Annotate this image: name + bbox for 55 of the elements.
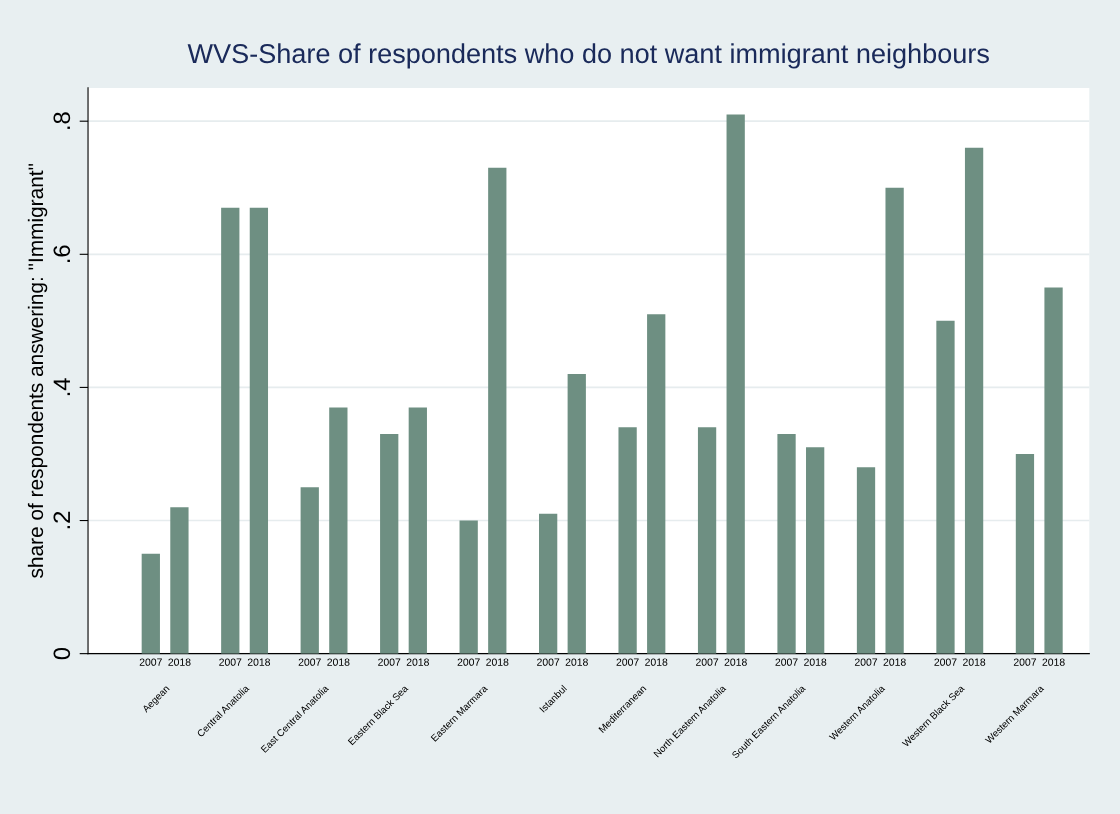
y-axis-title: share of respondents answering: "Immigrant" <box>27 163 48 578</box>
bar <box>806 447 825 654</box>
bar <box>777 434 796 654</box>
text: 2007 <box>775 658 798 666</box>
bar <box>141 553 160 654</box>
text: 2007 <box>1013 658 1037 666</box>
text: 2007 <box>934 658 957 666</box>
y-tick-label: .6 <box>53 245 71 262</box>
bar <box>300 487 319 654</box>
bar <box>697 427 717 654</box>
text: 2007 <box>537 658 560 666</box>
bar <box>964 147 984 654</box>
text: 2007 <box>616 658 639 666</box>
bar <box>856 467 876 654</box>
y-tick-label: .8 <box>53 112 71 129</box>
text: 2007 <box>298 658 321 666</box>
text: 2007 <box>854 658 878 666</box>
y-tick-label: .4 <box>53 378 70 396</box>
text: 2007 <box>219 658 242 666</box>
bar <box>488 167 507 654</box>
bar <box>885 187 904 654</box>
text: 2018 <box>804 658 827 666</box>
chart-title: WVS-Share of respondents who do not want immigrant neighbours <box>187 43 989 69</box>
text: 2007 <box>457 658 480 666</box>
bar <box>1044 287 1063 654</box>
text: 2018 <box>963 658 986 666</box>
bar <box>221 207 240 654</box>
text: 2007 <box>378 658 401 666</box>
bar <box>329 407 348 654</box>
bar <box>567 374 586 654</box>
text: 2018 <box>168 658 191 666</box>
series-label: 2007 <box>696 658 719 666</box>
text: 2018 <box>645 658 668 666</box>
bar <box>1015 453 1035 654</box>
bar <box>936 320 955 654</box>
bar <box>726 114 745 654</box>
bar <box>539 513 558 654</box>
text: 2018 <box>1042 658 1065 666</box>
text: 2018 <box>406 658 429 666</box>
bar <box>170 507 189 654</box>
bar <box>408 407 427 654</box>
text: 2007 <box>139 658 162 666</box>
y-tick-label: .2 <box>53 511 70 529</box>
bar <box>618 427 637 654</box>
series-label: 2018 <box>327 658 350 666</box>
text: 2018 <box>247 658 271 666</box>
bar <box>647 314 666 654</box>
text: 2018 <box>486 658 509 666</box>
bar <box>249 207 269 654</box>
text: 2018 <box>565 658 588 666</box>
text: 2018 <box>883 658 906 666</box>
bar <box>459 520 478 654</box>
bar <box>380 434 399 654</box>
text: 2018 <box>724 658 747 666</box>
y-tick-label: 0 <box>53 648 71 660</box>
